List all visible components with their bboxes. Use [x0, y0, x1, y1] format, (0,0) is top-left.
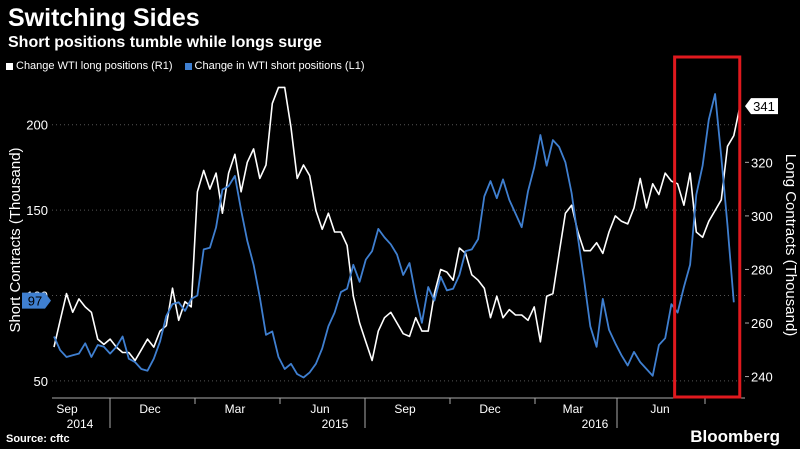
series-line-short [53, 93, 735, 379]
y-right-tick-label: 260 [751, 316, 773, 331]
end-label-long-box [745, 98, 778, 115]
x-month-label: Sep [394, 402, 416, 416]
y-left-tick-label: 150 [26, 203, 48, 218]
x-month-label: Mar [563, 402, 584, 416]
highlight-box [673, 55, 742, 399]
y-right-tick-label: 280 [751, 262, 773, 277]
series-line-long [53, 86, 741, 362]
x-month-label: Dec [139, 402, 160, 416]
end-label-short: 97 [28, 294, 42, 309]
x-month-label: Mar [225, 402, 246, 416]
x-year-label: 2014 [67, 417, 94, 431]
y-right-tick-label: 240 [751, 370, 773, 385]
y-right-axis-title: Long Contracts (Thousand) [782, 154, 799, 337]
legend-swatch-long [6, 62, 13, 70]
legend-label-short: Change in WTI short positions (L1) [194, 60, 365, 72]
x-month-label: Sep [56, 402, 78, 416]
x-year-label: 2016 [582, 417, 609, 431]
legend-swatch-short [184, 62, 192, 70]
x-month-label: Dec [479, 402, 500, 416]
legend: Change WTI long positions (R1) Change in… [6, 60, 364, 72]
y-left-tick-label: 200 [26, 118, 48, 133]
y-left-axis-title: Short Contracts (Thousand) [7, 147, 24, 332]
y-right-tick-label: 320 [751, 155, 773, 170]
source-note: Source: cftc [6, 433, 70, 445]
x-year-label: 2015 [322, 417, 349, 431]
legend-item-short: Change in WTI short positions (L1) [184, 60, 365, 72]
end-label-short-box [22, 292, 51, 309]
chart-title: Switching Sides [8, 4, 200, 32]
y-left-tick-label: 50 [34, 374, 48, 389]
chart-subtitle: Short positions tumble while longs surge [8, 34, 322, 51]
end-label-long: 341 [753, 99, 775, 114]
y-right-tick-label: 300 [751, 209, 773, 224]
legend-item-long: Change WTI long positions (R1) [6, 60, 173, 72]
x-month-label: Jun [310, 402, 329, 416]
bloomberg-logo: Bloomberg [690, 427, 780, 446]
x-month-label: Jun [650, 402, 669, 416]
legend-label-long: Change WTI long positions (R1) [16, 60, 173, 72]
